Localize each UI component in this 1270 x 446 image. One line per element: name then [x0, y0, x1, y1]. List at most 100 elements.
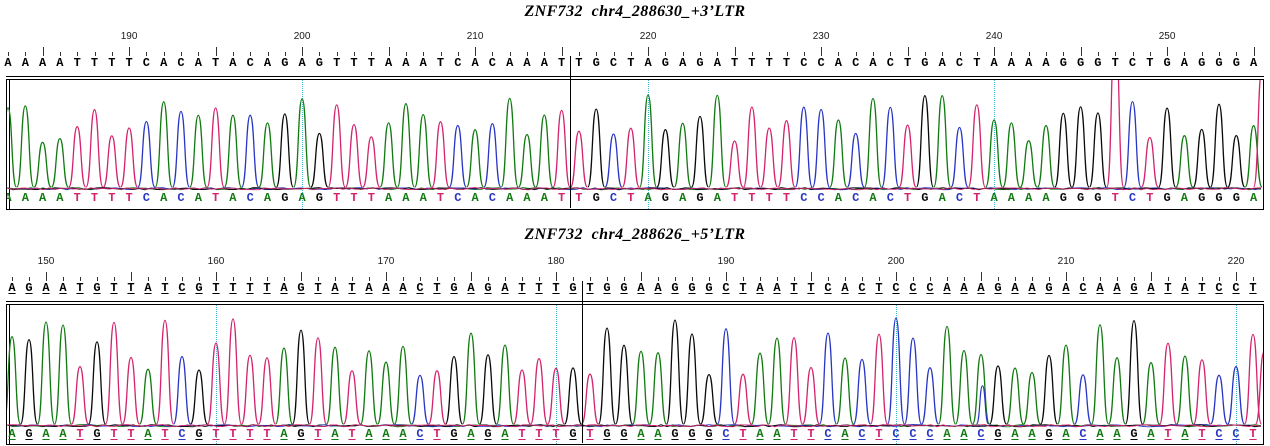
base-letter: G: [994, 281, 1002, 295]
ruler-tick: [658, 277, 659, 281]
ruler-tick: [1253, 47, 1255, 56]
base-letter: A: [834, 56, 842, 70]
base-letter: G: [994, 427, 1002, 441]
base-letter: G: [592, 191, 600, 205]
ruler-tick: [976, 52, 978, 56]
base-letter: G: [1198, 56, 1206, 70]
base-peak: [552, 109, 571, 188]
ruler-tick: [457, 52, 459, 56]
ruler-tick: [216, 272, 217, 281]
base-letter: C: [609, 56, 618, 70]
ruler-position-label: 230: [812, 31, 830, 42]
base-letter: T: [229, 281, 237, 295]
ruler-tick: [794, 277, 795, 281]
base-letter: T: [730, 56, 739, 70]
base-letter: A: [402, 56, 410, 70]
base-letter: A: [384, 191, 393, 205]
position-guide-line: [896, 305, 897, 444]
base-letter: A: [506, 191, 514, 205]
base-peak: [1106, 80, 1125, 188]
base-peak: [308, 337, 328, 425]
base-letter: C: [454, 56, 462, 70]
base-letter: A: [38, 56, 47, 70]
base-peak: [886, 317, 906, 425]
base-peak: [569, 130, 588, 188]
ruler-tick: [692, 277, 693, 281]
base-letter: G: [688, 281, 696, 295]
base-letter: G: [696, 191, 704, 205]
base-letter: T: [212, 427, 220, 441]
base-peak: [716, 328, 736, 425]
base-letter: T: [518, 281, 526, 295]
position-guide-line: [556, 305, 557, 444]
base-letter: T: [1198, 281, 1206, 295]
base-letter: T: [973, 191, 981, 205]
trace-plot: [7, 317, 1263, 428]
base-letter: A: [943, 281, 951, 295]
ruler-tick: [369, 277, 370, 281]
base-peak: [171, 110, 191, 188]
base-letter: G: [688, 427, 696, 441]
ruler-tick: [981, 272, 982, 281]
ruler-tick: [505, 277, 506, 281]
ruler-tick: [388, 47, 390, 56]
base-letter: T: [1146, 56, 1154, 70]
base-letter: A: [399, 427, 407, 441]
position-guide-line: [1236, 305, 1237, 444]
base-letter: A: [1181, 427, 1189, 441]
ruler-tick: [440, 52, 442, 56]
ruler-tick: [786, 52, 788, 56]
base-letter: A: [298, 56, 306, 70]
base-peak: [1140, 136, 1159, 188]
base-letter: G: [297, 427, 305, 441]
base-letter: G: [1163, 56, 1171, 70]
base-letter: A: [1007, 191, 1015, 205]
ruler-tick: [1063, 52, 1065, 56]
base-peak: [950, 126, 969, 188]
base-letter: T: [110, 281, 118, 295]
base-letter: G: [1076, 56, 1085, 70]
ruler-position-label: 200: [887, 256, 905, 267]
base-letter: A: [654, 427, 662, 441]
ruler-tick: [743, 277, 744, 281]
ruler-tick: [1151, 272, 1152, 281]
base-peak: [597, 327, 617, 425]
base-letter: C: [852, 56, 860, 70]
base-letter: A: [938, 191, 946, 205]
base-peak: [725, 140, 744, 188]
ruler-tick: [1134, 277, 1135, 281]
base-peak: [869, 333, 889, 425]
base-letter: G: [1215, 56, 1223, 70]
base-letter: G: [25, 281, 33, 295]
base-letter: T: [586, 281, 594, 295]
base-letter: T: [1164, 427, 1172, 441]
ruler-tick: [12, 277, 13, 281]
base-letter: T: [108, 191, 116, 205]
ruler-tick: [423, 52, 425, 56]
base-letter: G: [93, 427, 101, 441]
base-letter: A: [384, 56, 393, 70]
base-peak: [563, 367, 583, 425]
base-letter: G: [705, 427, 713, 441]
base-peak: [257, 357, 277, 425]
ruler-tick: [335, 277, 336, 281]
ruler-tick: [267, 52, 269, 56]
ruler-tick: [924, 52, 926, 56]
base-letter: A: [331, 427, 339, 441]
sequence-underline: [6, 301, 1264, 302]
base-peak: [85, 109, 104, 188]
base-peak: [708, 94, 727, 188]
base-letter: T: [350, 56, 358, 70]
base-letter: G: [569, 281, 577, 295]
base-letter: C: [177, 191, 185, 205]
base-letter: G: [315, 56, 323, 70]
base-letter: A: [654, 281, 662, 295]
base-letter: G: [603, 427, 611, 441]
base-letter: T: [125, 191, 133, 205]
ruler-tick: [613, 52, 615, 56]
base-letter: C: [892, 427, 900, 441]
base-letter: T: [586, 427, 594, 441]
ruler-tick: [873, 52, 874, 56]
base-letter: G: [484, 281, 492, 295]
